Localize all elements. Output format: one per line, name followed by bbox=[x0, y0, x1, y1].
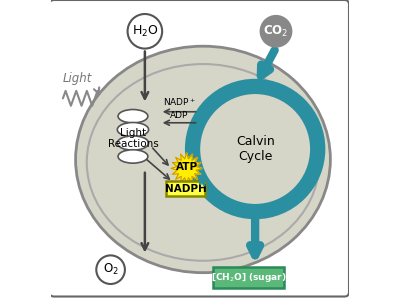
Text: ATP: ATP bbox=[176, 162, 198, 173]
Text: Light: Light bbox=[63, 72, 92, 86]
Text: NADPH: NADPH bbox=[165, 184, 207, 194]
Circle shape bbox=[260, 15, 292, 48]
Circle shape bbox=[128, 14, 162, 49]
Text: H$_2$O: H$_2$O bbox=[132, 24, 158, 39]
Text: [CH$_2$O] (sugar): [CH$_2$O] (sugar) bbox=[210, 271, 286, 284]
Text: NADP$^+$: NADP$^+$ bbox=[162, 96, 196, 108]
Ellipse shape bbox=[118, 150, 148, 163]
Text: Light
Reactions: Light Reactions bbox=[108, 128, 158, 149]
Text: ADP: ADP bbox=[170, 111, 188, 120]
FancyBboxPatch shape bbox=[213, 267, 284, 288]
Text: CO$_2$: CO$_2$ bbox=[264, 24, 288, 39]
Circle shape bbox=[192, 86, 318, 212]
FancyBboxPatch shape bbox=[166, 181, 205, 196]
Text: O$_2$: O$_2$ bbox=[103, 262, 118, 277]
Ellipse shape bbox=[118, 109, 148, 123]
FancyBboxPatch shape bbox=[50, 0, 349, 297]
Ellipse shape bbox=[76, 46, 330, 273]
Ellipse shape bbox=[117, 122, 148, 137]
Polygon shape bbox=[171, 153, 202, 184]
Circle shape bbox=[96, 255, 125, 284]
Text: Calvin
Cycle: Calvin Cycle bbox=[236, 135, 274, 163]
Ellipse shape bbox=[117, 136, 148, 150]
